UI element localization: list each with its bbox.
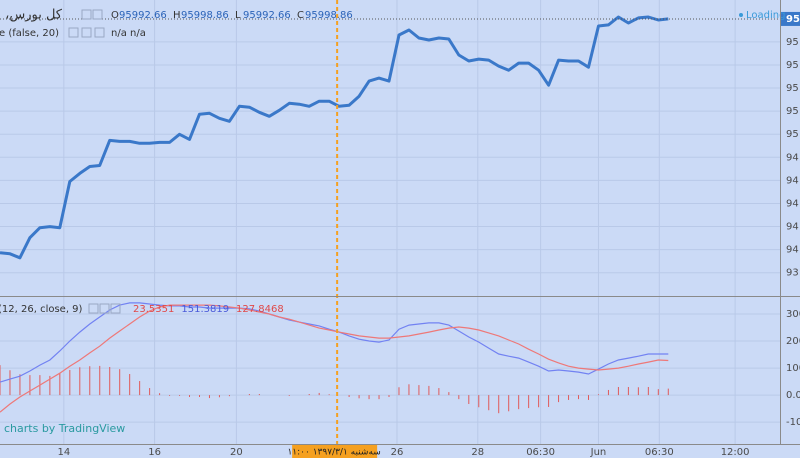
- ohlc-value: 95998.86: [181, 10, 229, 21]
- crosshair-tag: [292, 444, 378, 458]
- ohlc-value: 95998.86: [305, 10, 353, 21]
- y-tick-label: 94: [786, 222, 799, 233]
- header-button: [68, 27, 79, 38]
- y-tick-label: 0.0: [786, 390, 800, 401]
- y-tick-label: 94: [786, 152, 799, 163]
- indicator-title: e (false, 20): [0, 28, 59, 39]
- x-tick-label: 26: [391, 447, 404, 458]
- y-tick-label: 94: [786, 198, 799, 209]
- price-axis-bg: [780, 0, 800, 458]
- header-button: [94, 27, 105, 38]
- y-tick-label: 95: [786, 129, 799, 140]
- legend-value: 151.3819: [181, 304, 229, 315]
- header-button: [110, 303, 121, 314]
- y-tick-label: 300: [786, 309, 800, 320]
- header-button: [99, 303, 110, 314]
- credit: charts by TradingView: [4, 422, 125, 435]
- header-button: [88, 303, 99, 314]
- x-tick-label: 06:30: [526, 447, 555, 458]
- status-dot: [739, 13, 743, 17]
- crosshair-label: سه‌شنبه ۱۳۹۷/۳/۱ ۱۱:۰۰: [287, 448, 380, 458]
- last-price-label: 95: [786, 14, 800, 25]
- y-tick-label: 95: [786, 60, 799, 71]
- y-tick-label: -100: [786, 417, 800, 428]
- x-tick-label: 16: [148, 447, 161, 458]
- y-tick-label: 94: [786, 175, 799, 186]
- indicator-title: (12, 26, close, 9): [0, 304, 83, 315]
- header-button: [81, 9, 92, 20]
- ohlc-letter: H: [173, 10, 181, 21]
- header-button: [92, 9, 103, 20]
- macd-line: [0, 302, 669, 383]
- time-axis-bg: [0, 444, 800, 458]
- ohlc-letter: O: [111, 10, 119, 21]
- ohlc-value: 95992.66: [243, 10, 291, 21]
- x-tick-label: 12:00: [721, 447, 750, 458]
- legend-value: 23.5351: [133, 304, 174, 315]
- x-tick-label: Jun: [590, 447, 607, 458]
- y-tick-label: 95: [786, 37, 799, 48]
- y-tick-label: 95: [786, 83, 799, 94]
- ohlc-letter: C: [297, 10, 304, 21]
- x-tick-label: 20: [230, 447, 243, 458]
- last-price-tag: [781, 11, 800, 26]
- chart-title: کل بورس، 1: [0, 8, 63, 23]
- x-tick-label: 06:30: [645, 447, 674, 458]
- indicator-values: n/a n/a: [111, 28, 146, 39]
- y-tick-label: 95: [786, 106, 799, 117]
- legend-value: 127.8468: [236, 304, 284, 315]
- header-button: [81, 27, 92, 38]
- x-tick-label: 28: [471, 447, 484, 458]
- y-tick-label: 200: [786, 336, 800, 347]
- ohlc-value: 95992.66: [119, 10, 167, 21]
- macd-line: [0, 304, 669, 413]
- price-line: [0, 15, 669, 260]
- y-tick-label: 100: [786, 363, 800, 374]
- y-tick-label: 94: [786, 245, 799, 256]
- x-tick-label: 14: [57, 447, 70, 458]
- y-tick-label: 93: [786, 268, 799, 279]
- status: Loading: [746, 10, 785, 21]
- ohlc-letter: L: [235, 10, 241, 21]
